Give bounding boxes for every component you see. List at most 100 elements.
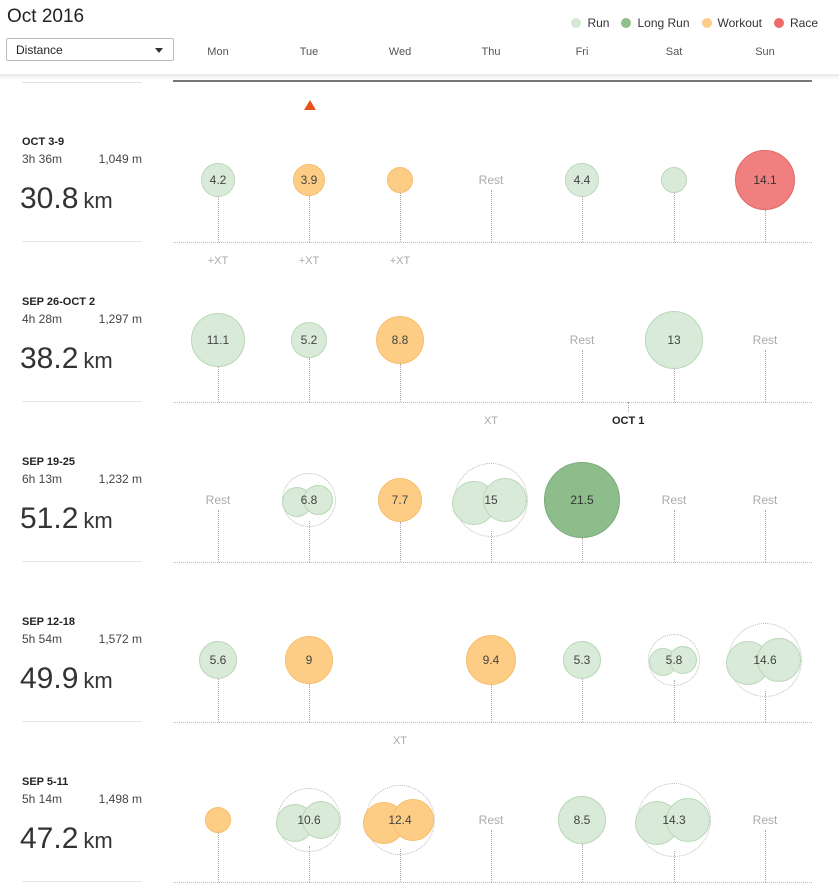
week-elevation: 1,049 m [98,152,142,166]
week-total-value: 49.9 [20,662,79,695]
week-duration: 5h 54m [22,632,63,646]
activity-bubble[interactable]: 8.5 [558,796,606,844]
week-total-value: 51.2 [20,502,79,535]
calendar-title: Oct 2016 [7,6,85,27]
activity-bubble[interactable]: 4.4 [565,163,599,197]
day-stem [582,197,583,242]
activity-bubble[interactable] [387,167,413,193]
activity-sub-bubble [303,485,334,515]
legend-label: Run [587,16,610,30]
day-stem [309,521,310,562]
metric-select[interactable]: Distance [6,38,174,61]
day-label-thu: Thu [481,46,501,58]
legend-dot-icon [621,18,632,28]
week-total-distance: 38.2 km [20,344,113,374]
activity-bubble[interactable]: 15 [484,493,498,507]
week-total-unit: km [83,668,113,693]
week-total-value: 47.2 [20,822,79,855]
month-start-tick [628,402,629,412]
day-stem [582,350,583,402]
activity-bubble[interactable]: 6.8 [300,493,318,507]
activity-bubble[interactable]: 14.1 [735,150,795,210]
week-duration: 3h 36m [22,152,63,166]
activity-bubble[interactable]: 7.7 [378,478,422,522]
week-baseline [173,882,812,883]
activity-bubble[interactable]: 5.8 [665,653,683,667]
day-stem [218,197,219,242]
activity-bubble[interactable]: 12.4 [388,813,412,827]
day-stem [674,851,675,882]
legend-item[interactable]: Run [571,16,609,30]
cross-training-label: +XT [298,255,320,267]
week-duration: 5h 14m [22,792,63,806]
activity-bubble[interactable]: 3.9 [293,164,325,196]
day-label-sat: Sat [665,46,683,58]
week-range: SEP 26-OCT 2 [22,296,96,308]
week-elevation: 1,572 m [98,632,142,646]
day-stem [491,190,492,242]
week-elevation: 1,498 m [98,792,142,806]
activity-bubble[interactable]: 21.5 [544,462,620,538]
activity-bubble[interactable] [205,807,231,833]
day-stem [400,522,401,562]
day-stem [765,350,766,402]
week-total-value: 38.2 [20,342,79,375]
activity-sub-bubble [669,646,697,674]
week-total-distance: 47.2 km [20,824,113,854]
today-marker-icon [304,100,316,110]
activity-bubble[interactable]: 9 [285,636,333,684]
activity-bubble[interactable] [661,167,687,193]
activity-bubble[interactable]: 13 [645,311,703,369]
legend-item[interactable]: Long Run [621,16,690,30]
legend: Run Long Run Workout Race [571,16,818,30]
day-stem [765,510,766,562]
week-separator [22,561,142,562]
day-stem [491,531,492,562]
week-total-unit: km [83,188,113,213]
day-stem [674,680,675,722]
legend-item[interactable]: Race [773,16,818,30]
activity-sub-bubble [482,478,527,522]
day-stem [765,830,766,882]
rest-day-label: Rest [752,813,778,827]
activity-bubble[interactable]: 10.6 [297,813,321,827]
activity-bubble[interactable]: 14.3 [662,813,686,827]
week-separator [22,401,142,402]
day-stem [218,510,219,562]
day-stem [582,538,583,562]
activity-bubble[interactable]: 8.8 [376,316,424,364]
legend-item[interactable]: Workout [701,16,762,30]
week-range: SEP 12-18 [22,616,76,628]
week-duration: 6h 13m [22,472,63,486]
day-stem [309,196,310,242]
chevron-down-icon [155,48,163,53]
activity-bubble[interactable]: 5.2 [291,322,327,358]
day-label-sun: Sun [755,46,775,58]
activity-bubble[interactable]: 5.3 [563,641,601,679]
rest-day-label: Rest [478,813,504,827]
activity-sub-bubble [301,801,340,839]
week-elevation: 1,232 m [98,472,142,486]
rest-day-label: Rest [478,173,504,187]
day-label-tue: Tue [299,46,319,58]
day-stem [400,193,401,242]
week-duration: 4h 28m [22,312,63,326]
legend-label: Race [789,16,818,30]
multi-activity-ring [648,634,700,686]
day-stem [400,364,401,402]
week-total-distance: 30.8 km [20,184,113,214]
activity-bubble[interactable]: 5.6 [199,641,237,679]
activity-bubble[interactable]: 14.6 [753,653,777,667]
day-stem [218,833,219,882]
day-stem [674,369,675,402]
activity-bubble[interactable]: 9.4 [466,635,516,685]
day-stem [491,685,492,722]
activity-bubble[interactable]: 11.1 [191,313,245,367]
day-stem [582,844,583,882]
day-label-fri: Fri [575,46,589,58]
day-stem [674,193,675,242]
day-stem [309,846,310,882]
legend-label: Workout [717,16,762,30]
activity-bubble[interactable]: 4.2 [201,163,235,197]
cross-training-label: XT [483,415,499,427]
